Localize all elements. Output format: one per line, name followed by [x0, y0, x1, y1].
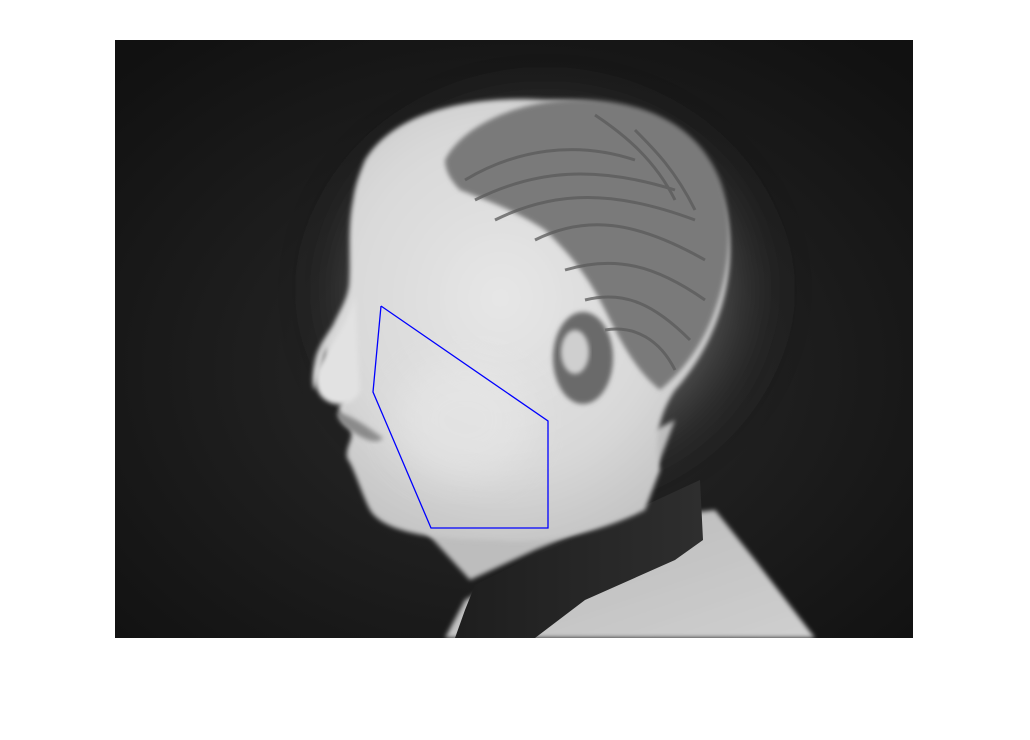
mustache — [337, 412, 383, 442]
hair-strands — [464, 113, 706, 371]
thermal-image — [115, 40, 913, 638]
shirt-collar — [455, 480, 703, 638]
roi-polygon — [372, 305, 549, 529]
ear-inner — [561, 330, 589, 374]
cheek-highlight — [395, 360, 535, 480]
nose — [315, 295, 360, 405]
